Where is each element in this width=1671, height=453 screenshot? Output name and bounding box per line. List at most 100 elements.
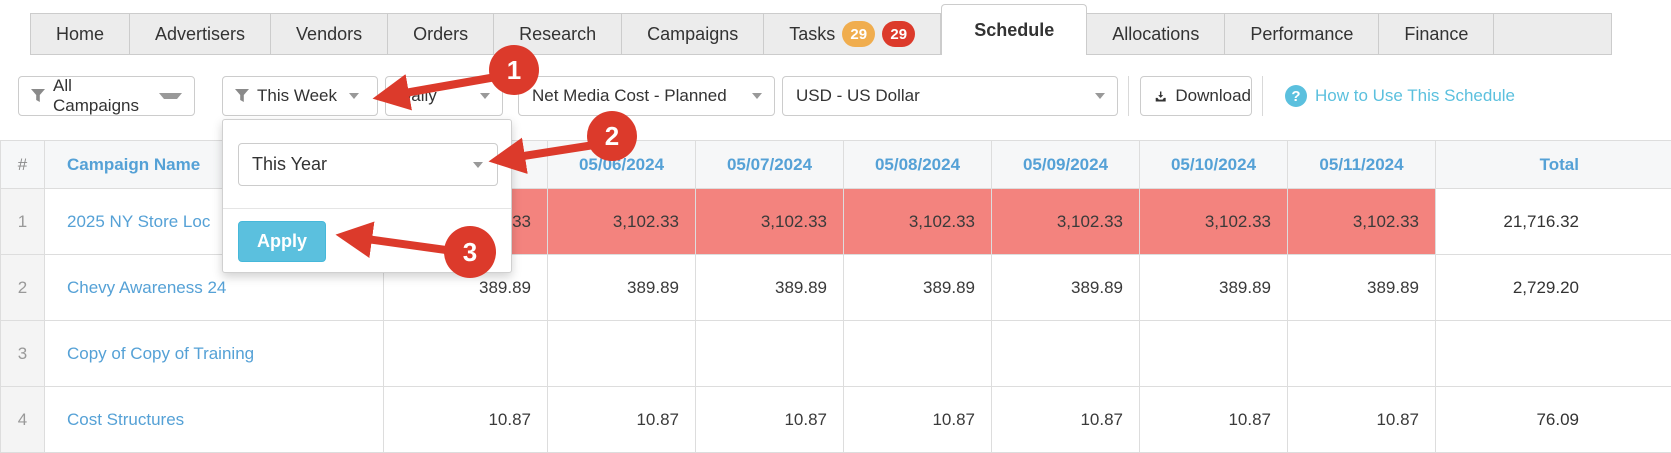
metric-value: Net Media Cost - Planned	[532, 86, 727, 105]
download-icon	[1155, 91, 1166, 101]
tab-label: Finance	[1404, 23, 1469, 44]
col-header-date: 05/08/2024	[843, 140, 992, 189]
row-total: 76.09	[1435, 386, 1671, 453]
campaign-name-link[interactable]: Chevy Awareness 24	[44, 254, 384, 321]
tab-allocations[interactable]: Allocations	[1087, 13, 1226, 55]
col-header-date: 05/06/2024	[547, 140, 696, 189]
cell-value[interactable]: 389.89	[1287, 254, 1436, 321]
cell-value[interactable]	[1287, 320, 1436, 387]
cell-value[interactable]: 10.87	[695, 386, 844, 453]
tab-label: Vendors	[296, 23, 363, 44]
cell-value[interactable]	[695, 320, 844, 387]
row-index: 2	[0, 254, 45, 321]
period-option-value: This Year	[252, 154, 328, 174]
tab-label: Schedule	[974, 19, 1055, 40]
col-header-date: 05/11/2024	[1287, 140, 1436, 189]
panel-divider	[223, 208, 511, 209]
tab-label: Allocations	[1112, 23, 1200, 44]
cell-value[interactable]: 3,102.33	[991, 188, 1140, 255]
campaign-name-link[interactable]: Copy of Copy of Training	[44, 320, 384, 387]
how-to-use-link[interactable]: ? How to Use This Schedule	[1285, 76, 1515, 116]
granularity-value: Daily	[399, 86, 437, 105]
chevron-down-icon	[1095, 93, 1105, 99]
tab-research[interactable]: Research	[494, 13, 623, 55]
cell-value[interactable]: 10.87	[843, 386, 992, 453]
cell-value[interactable]: 10.87	[991, 386, 1140, 453]
col-header-date: 05/10/2024	[1139, 140, 1288, 189]
tab-performance[interactable]: Performance	[1225, 13, 1380, 55]
tab-tasks[interactable]: Tasks 29 29	[764, 13, 942, 55]
row-index: 1	[0, 188, 45, 255]
cell-value[interactable]: 389.89	[695, 254, 844, 321]
currency-value: USD - US Dollar	[796, 86, 920, 105]
col-header-date: 05/07/2024	[695, 140, 844, 189]
chevron-down-icon	[752, 93, 762, 99]
cell-value[interactable]: 3,102.33	[1287, 188, 1436, 255]
cell-value[interactable]: 3,102.33	[695, 188, 844, 255]
tab-finance[interactable]: Finance	[1379, 13, 1495, 55]
cell-value[interactable]	[843, 320, 992, 387]
period-dropdown-panel: This Year Apply	[222, 119, 512, 273]
period-filter-button[interactable]: This Week	[222, 76, 378, 116]
chevron-down-icon	[349, 93, 359, 99]
tasks-badge-orange: 29	[842, 21, 876, 47]
currency-select[interactable]: USD - US Dollar	[782, 76, 1118, 116]
tab-home[interactable]: Home	[30, 13, 131, 55]
metric-select[interactable]: Net Media Cost - Planned	[518, 76, 775, 116]
how-to-use-label: How to Use This Schedule	[1315, 86, 1516, 105]
tab-orders[interactable]: Orders	[388, 13, 495, 55]
cell-value[interactable]: 389.89	[991, 254, 1140, 321]
row-total: 21,716.32	[1435, 188, 1671, 255]
cell-value[interactable]: 389.89	[1139, 254, 1288, 321]
cell-value[interactable]: 389.89	[547, 254, 696, 321]
download-button[interactable]: Download	[1140, 76, 1252, 116]
tab-campaigns[interactable]: Campaigns	[622, 13, 765, 55]
filter-icon	[235, 89, 249, 102]
chevron-down-icon	[473, 161, 483, 168]
tab-advertisers[interactable]: Advertisers	[130, 13, 272, 55]
toolbar-divider	[1262, 76, 1263, 116]
all-campaigns-label: All Campaigns	[53, 76, 139, 115]
granularity-select[interactable]: Daily	[385, 76, 503, 116]
question-mark-icon: ?	[1285, 85, 1307, 107]
period-label: This Week	[257, 86, 337, 105]
all-campaigns-filter-button[interactable]: All Campaigns	[18, 76, 195, 116]
cell-value[interactable]: 10.87	[383, 386, 548, 453]
table-row: 2 Chevy Awareness 24 389.89 389.89 389.8…	[0, 254, 1671, 321]
chevron-down-icon	[480, 93, 490, 99]
download-label: Download	[1175, 86, 1251, 105]
row-index: 4	[0, 386, 45, 453]
col-header-index: #	[0, 140, 45, 189]
tab-label: Home	[56, 23, 105, 44]
tab-vendors[interactable]: Vendors	[271, 13, 389, 55]
cell-value[interactable]: 389.89	[843, 254, 992, 321]
cell-value[interactable]: 10.87	[1139, 386, 1288, 453]
tab-schedule[interactable]: Schedule	[941, 4, 1088, 55]
cell-value[interactable]: 3,102.33	[547, 188, 696, 255]
cell-value[interactable]: 10.87	[1287, 386, 1436, 453]
cell-value[interactable]	[547, 320, 696, 387]
tab-label: Research	[519, 23, 597, 44]
table-row: 4 Cost Structures 10.87 10.87 10.87 10.8…	[0, 386, 1671, 453]
tabbar-filler	[1494, 13, 1613, 55]
main-nav: Home Advertisers Vendors Orders Research…	[30, 4, 1613, 55]
cell-value[interactable]: 10.87	[547, 386, 696, 453]
tab-label: Tasks	[789, 23, 836, 44]
cell-value[interactable]: 3,102.33	[1139, 188, 1288, 255]
col-header-total: Total	[1435, 140, 1671, 189]
cell-value[interactable]	[1139, 320, 1288, 387]
period-option-select[interactable]: This Year	[238, 143, 498, 186]
chevron-down-icon	[159, 93, 182, 99]
row-total: 2,729.20	[1435, 254, 1671, 321]
row-total	[1435, 320, 1671, 387]
cell-value[interactable]: 3,102.33	[843, 188, 992, 255]
toolbar-divider	[1128, 76, 1129, 116]
apply-button[interactable]: Apply	[238, 221, 326, 262]
cell-value[interactable]	[991, 320, 1140, 387]
col-header-date: 05/09/2024	[991, 140, 1140, 189]
tab-label: Advertisers	[155, 23, 246, 44]
cell-value[interactable]	[383, 320, 548, 387]
campaign-name-link[interactable]: Cost Structures	[44, 386, 384, 453]
table-row: 3 Copy of Copy of Training	[0, 320, 1671, 387]
tab-label: Orders	[413, 23, 469, 44]
